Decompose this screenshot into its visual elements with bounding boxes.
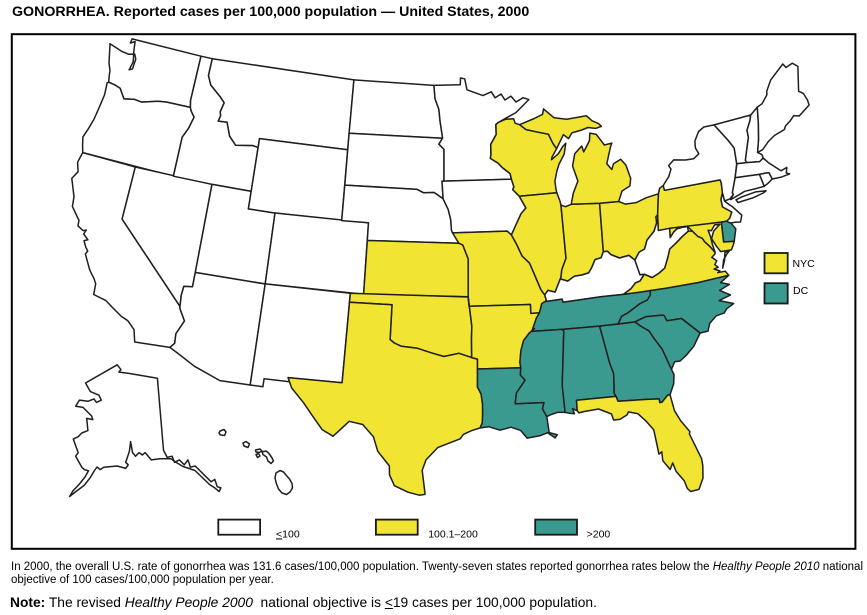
- svg-text:100.1–200: 100.1–200: [428, 528, 478, 540]
- svg-text:>200: >200: [587, 528, 611, 540]
- svg-text:NYC: NYC: [793, 258, 816, 270]
- svg-text:<100: <100: [276, 528, 300, 540]
- svg-text:DC: DC: [793, 285, 809, 297]
